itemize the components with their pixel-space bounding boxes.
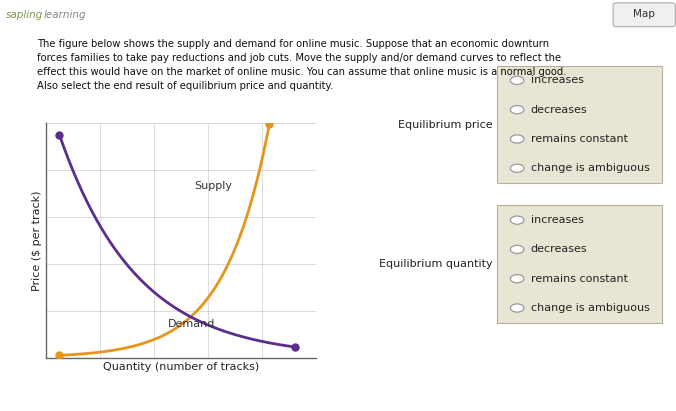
Text: increases: increases [531,215,583,225]
X-axis label: Quantity (number of tracks): Quantity (number of tracks) [103,362,260,372]
Text: Demand: Demand [168,319,215,329]
Text: decreases: decreases [531,245,587,254]
Y-axis label: Price ($ per track): Price ($ per track) [32,190,42,291]
Text: change is ambiguous: change is ambiguous [531,303,650,313]
Text: Equilibrium price: Equilibrium price [397,120,492,129]
Text: Supply: Supply [195,181,233,191]
Text: change is ambiguous: change is ambiguous [531,163,650,173]
Text: increases: increases [531,75,583,85]
Text: remains constant: remains constant [531,274,627,284]
Text: Map: Map [633,9,655,19]
Text: remains constant: remains constant [531,134,627,144]
Text: Equilibrium quantity: Equilibrium quantity [379,259,492,269]
Text: decreases: decreases [531,105,587,115]
Text: sapling: sapling [5,10,43,20]
Text: learning: learning [43,10,86,20]
Text: The figure below shows the supply and demand for online music. Suppose that an e: The figure below shows the supply and de… [37,39,566,91]
